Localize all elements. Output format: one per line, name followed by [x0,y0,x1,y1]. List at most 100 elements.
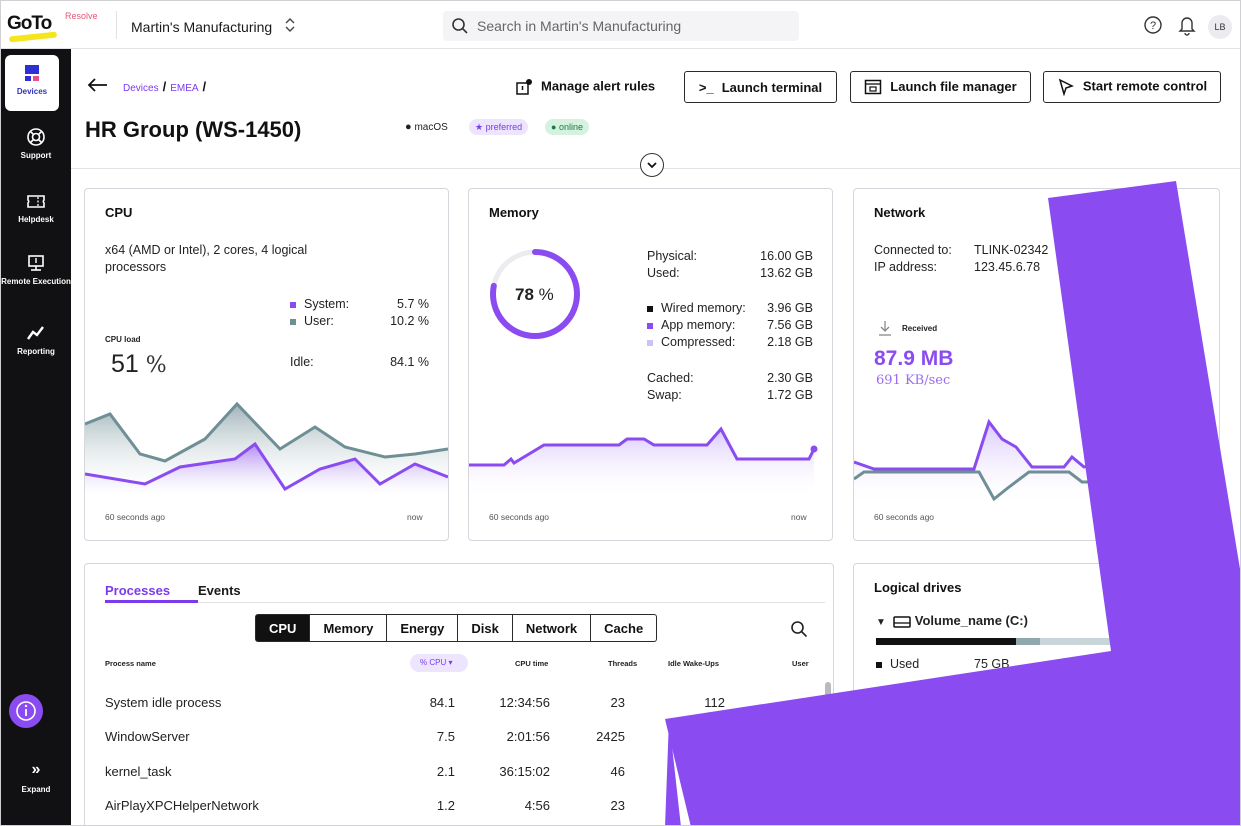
launch-file-manager-button[interactable]: Launch file manager [850,71,1031,103]
process-cpu: 84.1 [429,695,455,710]
user-avatar[interactable]: LB [1208,15,1232,39]
segment-cpu[interactable]: CPU [255,614,311,642]
segment-memory[interactable]: Memory [310,614,388,642]
manage-alert-rules-button[interactable]: Manage alert rules [505,71,666,103]
goto-logo[interactable]: GoTo [1,1,71,49]
process-cpu: 2.1 [436,764,455,779]
back-arrow-icon[interactable] [87,77,109,93]
page-title: HR Group (WS-1450) [85,117,302,142]
segment-network[interactable]: Network [512,614,592,642]
process-cpu: 1.2 [436,798,455,813]
cached-label: Cached: [647,371,694,385]
star-icon: ★ [475,122,484,132]
ip-label: IP address: [874,260,938,274]
gauge-arc [490,249,580,339]
system-label-text: System: [304,297,350,311]
table-scrollbar[interactable] [825,682,831,704]
breadcrumb: Devices / EMEA / [123,79,210,94]
used-label-text: Used [890,657,920,671]
app-memory-swatch [647,322,653,329]
received-total: 87.9 MB [874,347,954,370]
sidebar-item-reporting[interactable]: Reporting [1,315,71,375]
remote-execution-icon [28,255,44,271]
tab-processes[interactable]: Processes [105,583,171,598]
info-button[interactable] [9,694,43,728]
tabs-divider [105,602,825,603]
search-input[interactable] [477,16,787,36]
process-cpu-time: 12:34:56 [499,695,550,710]
table-row[interactable]: kernel_task 2.1 36:15:02 46 [85,754,825,788]
terminal-prompt-icon: >_ [698,79,714,95]
apple-icon: ● [405,121,412,133]
device-header: Devices / EMEA / HR Group (WS-1450) ● macOS… [71,49,1240,177]
table-row[interactable]: System idle process 84.1 12:34:56 23 112 [85,685,825,719]
breadcrumb-devices[interactable]: Devices [123,83,159,94]
launch-terminal-button[interactable]: >_ Launch terminal [684,71,837,103]
drive-usage-fill [876,638,1016,645]
caret-down-icon: ▼ [876,617,886,628]
sidebar-label: Support [20,151,52,160]
alert-rules-icon [516,79,532,95]
file-manager-icon [865,80,882,95]
process-name: WindowServer [105,729,190,744]
column-threads[interactable]: Threads [608,659,638,668]
connected-label: Connected to: [874,243,952,257]
manage-alert-rules-label: Manage alert rules [541,78,656,94]
segment-energy[interactable]: Energy [387,614,459,642]
expand-label: Expand [21,785,51,794]
memory-card: Memory 78 % Physical: 16.00 GB Used: 13.… [468,188,833,541]
column-cpu-sorted[interactable]: % CPU ▾ [410,654,468,672]
table-row[interactable]: WindowServer 7.5 2:01:56 2425 [85,719,825,753]
segment-cache[interactable]: Cache [591,614,658,642]
sidebar-item-support[interactable]: Support [1,119,71,179]
table-row[interactable]: AirPlayXPCHelperNetwork 1.2 4:56 23 [85,788,825,822]
column-idle-wakeups[interactable]: Idle Wake-Ups [668,659,719,668]
connected-value: TLINK-02342 [974,243,1049,257]
sidebar-item-remote-execution[interactable]: Remote Execution [1,245,71,305]
memory-chart [469,426,818,499]
segment-disk[interactable]: Disk [458,614,513,642]
breadcrumb-emea[interactable]: EMEA [170,83,199,94]
info-icon [16,701,36,721]
cpu-load-unit: % [145,353,167,378]
expand-sidebar-button[interactable]: » Expand [1,761,71,794]
notifications-bell-icon[interactable] [1177,14,1197,36]
cpu-system-area [85,444,448,499]
process-cpu-time: 2:01:56 [506,729,550,744]
resource-segmented-control: CPU Memory Energy Disk Network Cache [255,614,658,642]
cpu-user-line [85,401,448,463]
org-selector-label[interactable]: Martin's Manufacturing [131,19,273,35]
org-switch-icon[interactable] [283,15,297,35]
column-cpu-time[interactable]: CPU time [515,659,549,668]
start-remote-control-button[interactable]: Start remote control [1043,71,1221,103]
process-threads: 46 [610,764,625,779]
collapse-header-button[interactable] [640,153,664,177]
sidebar-item-helpdesk[interactable]: Helpdesk [1,183,71,243]
tab-events[interactable]: Events [198,583,241,598]
cpu-user-label: User: [290,314,334,328]
compressed-value: 2.18 GB [767,335,813,349]
drive-icon [893,615,911,628]
launch-terminal-label: Launch terminal [721,79,823,95]
start-remote-control-label: Start remote control [1082,78,1208,94]
received-label: Received [902,324,938,333]
process-cpu: 7.5 [436,729,455,744]
column-user[interactable]: User [792,659,809,668]
sidebar: Devices Support Helpdesk Remote Executio… [1,49,71,825]
volume-name: Volume_name (C:) [914,613,1028,628]
search-box[interactable] [443,11,799,41]
sidebar-label: Reporting [17,347,55,356]
help-icon[interactable]: ? [1143,15,1163,35]
sidebar-item-devices[interactable]: Devices [5,55,59,111]
process-name: AirPlayXPCHelperNetwork [105,798,259,813]
column-process-name[interactable]: Process name [105,659,156,668]
search-processes-icon[interactable] [790,620,808,638]
top-bar: GoTo Resolve Martin's Manufacturing ? LB [1,1,1240,49]
reporting-chart-icon [27,326,44,340]
volume-toggle[interactable]: ▼ Volume_name (C:) [876,613,1028,628]
process-cpu-time: 36:15:02 [499,764,550,779]
network-chart [854,418,1115,507]
cpu-card: CPU x64 (AMD or Intel), 2 cores, 4 logic… [84,188,449,541]
compressed-label: Compressed: [647,335,735,349]
logo-text: GoTo [7,13,52,34]
